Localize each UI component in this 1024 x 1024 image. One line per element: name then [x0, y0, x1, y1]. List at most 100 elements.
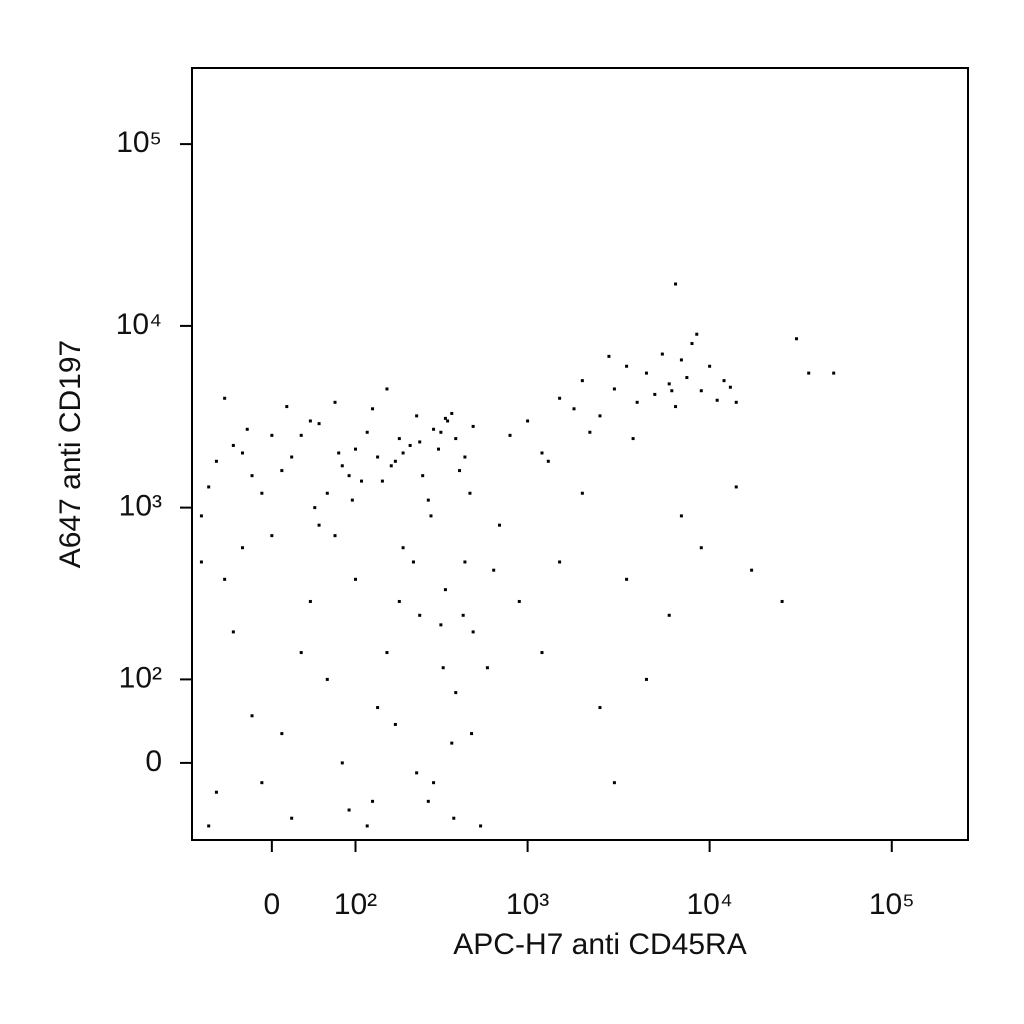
dot: [443, 416, 447, 420]
dot: [354, 577, 358, 581]
dot: [432, 427, 436, 431]
dot: [360, 479, 364, 483]
dot: [598, 706, 602, 710]
dot: [421, 474, 425, 478]
dot: [660, 352, 664, 356]
x-tick-label: 0: [264, 888, 281, 921]
dot: [631, 437, 635, 441]
dot: [337, 451, 341, 455]
dot: [240, 451, 244, 455]
dot: [250, 714, 254, 718]
dot: [199, 560, 203, 564]
dot: [439, 623, 443, 627]
dot: [365, 824, 369, 828]
dot: [415, 771, 419, 775]
y-tick-label: 10⁴: [116, 308, 162, 341]
dot: [214, 459, 218, 463]
dot: [492, 568, 496, 572]
dot: [667, 382, 671, 386]
dot: [635, 400, 639, 404]
dot: [612, 387, 616, 391]
dot: [426, 799, 430, 803]
dot: [463, 455, 467, 459]
x-tick-label: 10³: [506, 888, 549, 921]
dot: [546, 459, 550, 463]
dot: [540, 451, 544, 455]
dot: [270, 433, 274, 437]
dot: [299, 651, 303, 655]
dot: [299, 433, 303, 437]
dot: [439, 430, 443, 434]
dot: [231, 630, 235, 634]
dot: [722, 379, 726, 383]
dot: [385, 387, 389, 391]
dot: [270, 534, 274, 538]
dot: [260, 781, 264, 785]
dot: [418, 440, 422, 444]
dot: [832, 371, 836, 375]
dot: [411, 560, 415, 564]
dot: [644, 371, 648, 375]
dot: [644, 677, 648, 681]
x-tick-label: 10²: [334, 888, 377, 921]
dot: [558, 396, 562, 400]
dot: [685, 376, 689, 380]
dot: [674, 282, 678, 286]
dot: [207, 824, 211, 828]
dot: [340, 464, 344, 468]
y-tick-label: 10²: [119, 661, 162, 694]
dot: [498, 523, 502, 527]
dot: [508, 433, 512, 437]
dot: [325, 491, 329, 495]
dot: [290, 455, 294, 459]
dot: [463, 560, 467, 564]
dot: [250, 474, 254, 478]
dot: [471, 630, 475, 634]
dot: [450, 741, 454, 745]
dot: [612, 781, 616, 785]
dot: [670, 389, 674, 393]
dot: [214, 790, 218, 794]
dot: [695, 332, 699, 336]
dot: [452, 816, 456, 820]
dot: [699, 546, 703, 550]
dot: [317, 523, 321, 527]
dot: [371, 407, 375, 411]
dot: [715, 398, 719, 402]
dot: [795, 337, 799, 341]
dot: [313, 506, 317, 510]
dot: [470, 732, 474, 736]
dot: [397, 599, 401, 603]
dot: [780, 599, 784, 603]
dot: [340, 761, 344, 765]
dot: [708, 364, 712, 368]
dot: [580, 491, 584, 495]
dot: [437, 447, 441, 451]
dot: [653, 392, 657, 396]
dot: [441, 666, 445, 670]
dot: [290, 816, 294, 820]
dot: [429, 514, 433, 518]
dot: [365, 430, 369, 434]
dot: [223, 396, 227, 400]
dot: [245, 427, 249, 431]
dot: [454, 437, 458, 441]
dot: [393, 722, 397, 726]
dot: [376, 706, 380, 710]
dot: [385, 651, 389, 655]
dot: [674, 405, 678, 409]
dot: [598, 414, 602, 418]
dot: [308, 419, 312, 423]
dot: [376, 455, 380, 459]
dot: [679, 358, 683, 362]
dot: [517, 599, 521, 603]
dot: [354, 447, 358, 451]
dot: [317, 422, 321, 426]
dot: [461, 613, 465, 617]
dot: [588, 430, 592, 434]
dot: [333, 534, 337, 538]
dot: [734, 485, 738, 489]
y-axis-label: A647 anti CD197: [54, 340, 87, 569]
dot: [207, 485, 211, 489]
x-axis-label: APC-H7 anti CD45RA: [453, 928, 746, 961]
